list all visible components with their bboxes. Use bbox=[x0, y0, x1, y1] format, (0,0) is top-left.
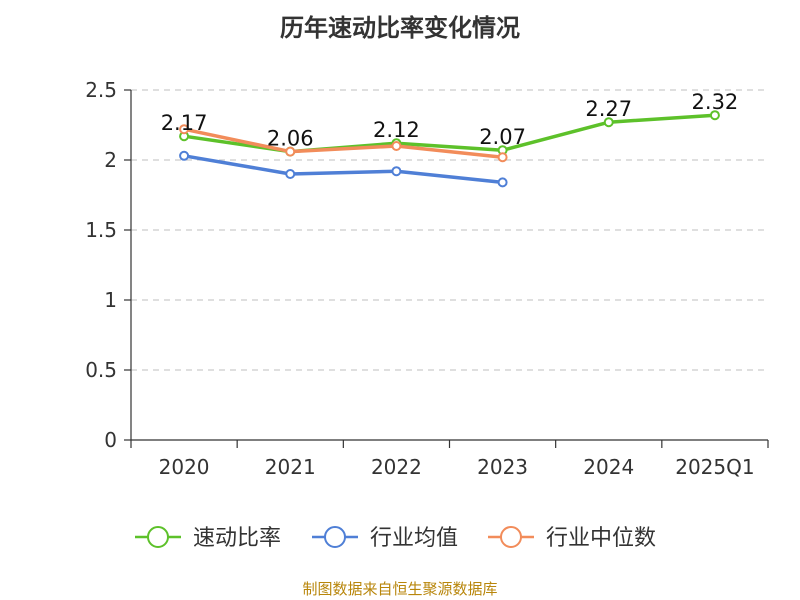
legend-label: 行业中位数 bbox=[546, 526, 656, 551]
legend: 速动比率 行业均值 行业中位数 bbox=[135, 526, 656, 551]
series-line-2 bbox=[182, 127, 505, 159]
data-labels: 2.17 2.06 2.12 2.07 2.27 2.32 bbox=[161, 90, 739, 150]
source-note: 制图数据来自恒生聚源数据库 bbox=[302, 580, 498, 598]
chart-title: 历年速动比率变化情况 bbox=[280, 14, 520, 42]
data-point-1-0 bbox=[179, 150, 190, 161]
data-label: 2.12 bbox=[373, 118, 420, 142]
data-point-2-3 bbox=[497, 152, 508, 163]
y-tick-label: 2 bbox=[104, 148, 117, 172]
y-tick-label: 1.5 bbox=[85, 218, 117, 242]
legend-marker bbox=[147, 526, 169, 548]
data-point-0-4 bbox=[603, 117, 614, 128]
x-tick-label: 2020 bbox=[159, 455, 210, 479]
series-line-1 bbox=[182, 154, 505, 185]
x-tick-label: 2025Q1 bbox=[675, 455, 754, 479]
series-layer bbox=[179, 110, 720, 188]
x-tick-label: 2024 bbox=[583, 455, 634, 479]
legend-item-0[interactable]: 速动比率 bbox=[135, 526, 281, 551]
data-label: 2.07 bbox=[479, 125, 526, 149]
x-tick-label: 2021 bbox=[265, 455, 316, 479]
y-tick-label: 0 bbox=[104, 428, 117, 452]
data-label: 2.17 bbox=[161, 111, 208, 135]
legend-item-2[interactable]: 行业中位数 bbox=[488, 526, 656, 551]
data-point-1-1 bbox=[285, 169, 296, 179]
data-label: 2.32 bbox=[692, 90, 739, 114]
legend-item-1[interactable]: 行业均值 bbox=[312, 526, 458, 551]
x-tick-label: 2022 bbox=[371, 455, 422, 479]
data-point-0-5 bbox=[709, 110, 720, 121]
legend-marker bbox=[500, 526, 522, 548]
data-label: 2.27 bbox=[585, 97, 632, 121]
y-tick-label: 0.5 bbox=[85, 358, 117, 382]
y-tick-label: 2.5 bbox=[85, 78, 117, 102]
legend-label: 行业均值 bbox=[370, 526, 458, 551]
grid-lines bbox=[131, 89, 768, 371]
data-label: 2.06 bbox=[267, 127, 314, 151]
data-point-2-2 bbox=[391, 141, 402, 151]
legend-marker bbox=[324, 526, 346, 548]
axes: 0 0.5 1 1.5 2 2.5 2020 2021 2022 2023 2024 2025Q1 bbox=[85, 78, 769, 479]
y-tick-label: 1 bbox=[104, 288, 117, 312]
legend-label: 速动比率 bbox=[193, 526, 281, 551]
data-point-1-3 bbox=[497, 177, 508, 188]
x-tick-label: 2023 bbox=[477, 455, 528, 479]
data-point-1-2 bbox=[391, 166, 402, 177]
data-point-2-1 bbox=[285, 146, 296, 157]
data-point-2-0 bbox=[179, 124, 190, 135]
